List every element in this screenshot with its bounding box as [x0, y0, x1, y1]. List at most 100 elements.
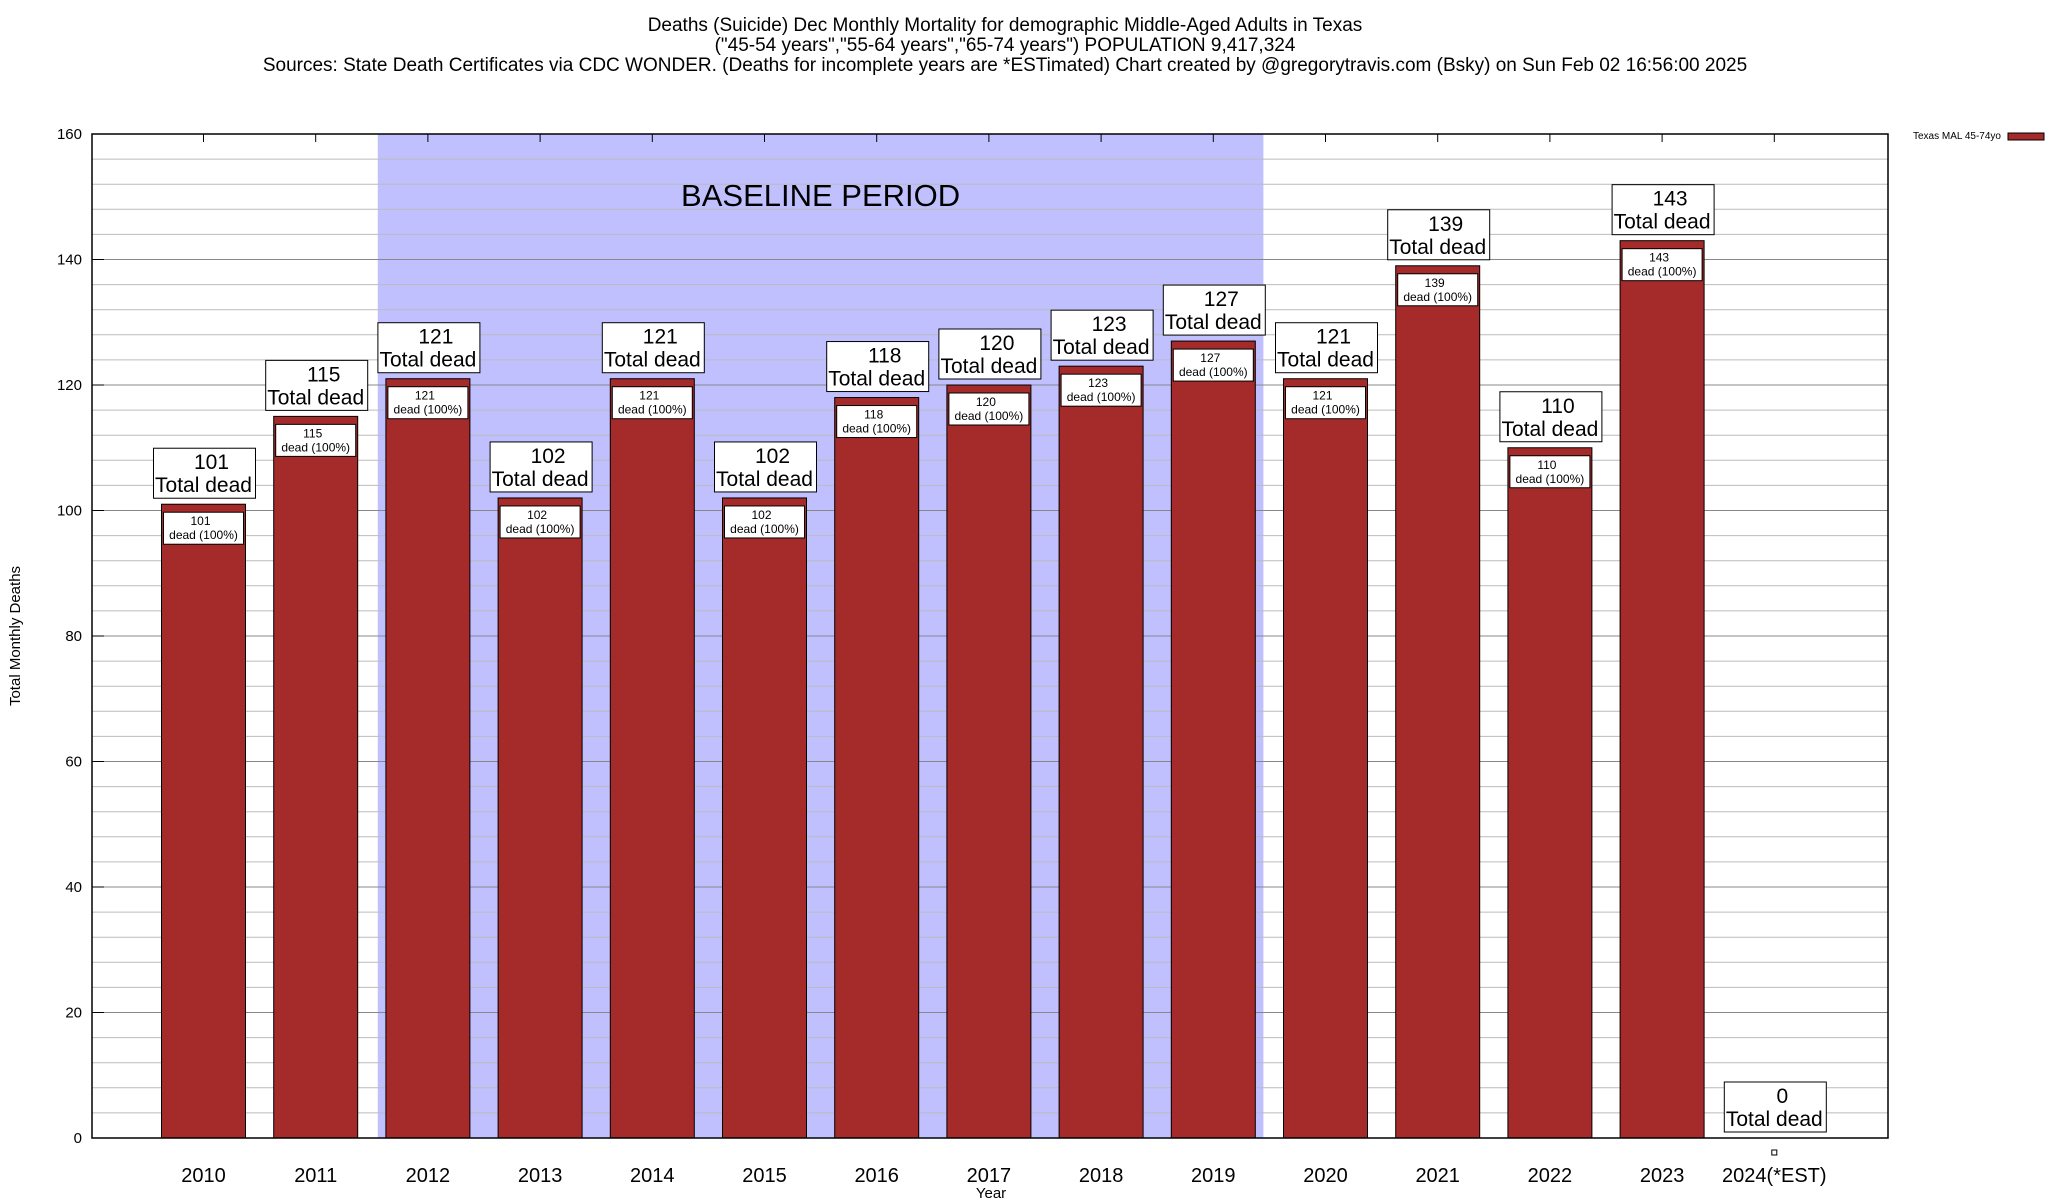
x-tick-label: 2016 [854, 1165, 899, 1187]
x-tick-label: 2023 [1640, 1165, 1685, 1187]
total-value-label: 102 [755, 445, 790, 468]
total-value-label: 110 [1541, 395, 1574, 418]
total-label-box [1387, 209, 1491, 261]
bar [834, 397, 920, 1139]
total-label-box [938, 328, 1042, 380]
total-value-label: 127 [1204, 288, 1239, 311]
total-dead-label: Total dead [267, 386, 364, 409]
y-tick-label: 100 [57, 503, 82, 520]
inner-label-box [1172, 348, 1254, 382]
x-tick-label: 2018 [1079, 1165, 1124, 1187]
bar [1058, 365, 1144, 1139]
bar [722, 497, 807, 1139]
legend-swatch [2007, 132, 2045, 141]
total-label-box [489, 441, 593, 493]
inner-label-box [275, 423, 357, 457]
total-value-label: 121 [1316, 326, 1351, 349]
total-label-box [265, 359, 369, 411]
x-tick-label: 2019 [1191, 1165, 1236, 1187]
zero-point-marker [1771, 1149, 1778, 1156]
total-label-box [1611, 184, 1715, 236]
inner-percent-label: dead (100%) [618, 403, 687, 417]
inner-value-label: 143 [1649, 251, 1669, 265]
inner-percent-label: dead (100%) [730, 522, 799, 536]
inner-percent-label: dead (100%) [1403, 290, 1472, 304]
bar [609, 378, 695, 1139]
inner-value-label: 115 [303, 426, 322, 440]
x-tick-label: 2021 [1415, 1165, 1460, 1187]
x-axis-label: Year [976, 1185, 1006, 1200]
inner-label-box [387, 386, 469, 420]
bar [273, 415, 359, 1139]
total-value-label: 118 [868, 345, 901, 368]
x-tick-label: 2010 [181, 1165, 226, 1187]
x-tick-label: 2020 [1303, 1165, 1348, 1187]
total-value-label: 120 [979, 332, 1014, 355]
total-value-label: 0 [1776, 1085, 1788, 1108]
inner-percent-label: dead (100%) [281, 440, 350, 454]
total-value-label: 102 [531, 445, 566, 468]
inner-value-label: 121 [415, 389, 435, 403]
total-dead-label: Total dead [1614, 211, 1711, 234]
inner-label-box [499, 505, 581, 539]
x-tick-label: 2012 [406, 1165, 451, 1187]
bar [1395, 265, 1481, 1139]
x-tick-label: 2013 [518, 1165, 563, 1187]
total-label-box [377, 322, 481, 374]
x-tick-label: 2014 [630, 1165, 675, 1187]
y-tick-label: 60 [65, 754, 82, 771]
inner-value-label: 121 [1312, 389, 1332, 403]
inner-value-label: 101 [190, 514, 210, 528]
y-tick-label: 40 [65, 879, 82, 896]
inner-value-label: 121 [639, 389, 659, 403]
total-value-label: 139 [1428, 213, 1463, 236]
total-dead-label: Total dead [940, 355, 1037, 378]
total-dead-label: Total dead [492, 468, 589, 491]
bar [1283, 378, 1368, 1139]
inner-label-box [836, 405, 918, 439]
y-tick-label: 80 [65, 628, 82, 645]
inner-value-label: 139 [1425, 276, 1445, 290]
x-tick-label: 2024(*EST) [1722, 1165, 1827, 1187]
inner-value-label: 120 [976, 395, 996, 409]
plot-frame [91, 133, 1889, 1139]
y-tick-label: 140 [57, 252, 82, 269]
chart-title: Deaths (Suicide) Dec Monthly Mortality f… [263, 15, 1747, 76]
title-line: Deaths (Suicide) Dec Monthly Mortality f… [648, 15, 1363, 36]
y-tick-label: 120 [57, 377, 82, 394]
total-value-label: 143 [1653, 188, 1688, 211]
inner-value-label: 102 [527, 508, 547, 522]
total-value-label: 115 [307, 363, 340, 386]
inner-label-box [1509, 455, 1591, 489]
inner-label-box [1285, 386, 1366, 420]
x-tick-label: 2022 [1528, 1165, 1573, 1187]
total-dead-label: Total dead [604, 349, 701, 372]
inner-label-box [611, 386, 693, 420]
total-dead-label: Total dead [1277, 349, 1374, 372]
legend: Texas MAL 45-74yo [1913, 131, 2045, 142]
total-dead-label: Total dead [155, 474, 252, 497]
baseline-period-label: BASELINE PERIOD [681, 178, 960, 213]
total-label-box [1050, 309, 1154, 361]
y-tick-label: 0 [74, 1130, 82, 1147]
inner-value-label: 110 [1537, 458, 1556, 472]
total-dead-label: Total dead [379, 349, 476, 372]
bar [497, 497, 583, 1139]
inner-percent-label: dead (100%) [955, 409, 1024, 423]
total-dead-label: Total dead [1053, 336, 1150, 359]
inner-percent-label: dead (100%) [1179, 365, 1248, 379]
total-dead-label: Total dead [716, 468, 813, 491]
total-dead-label: Total dead [1165, 311, 1262, 334]
total-label-box [1723, 1081, 1827, 1133]
bar [946, 384, 1032, 1139]
inner-label-box [948, 392, 1030, 426]
x-tick-label: 2015 [742, 1165, 787, 1187]
bar [1619, 240, 1705, 1139]
total-label-box [826, 341, 930, 393]
inner-label-box [163, 511, 244, 545]
total-dead-label: Total dead [828, 368, 925, 391]
total-dead-label: Total dead [1501, 418, 1598, 441]
inner-percent-label: dead (100%) [169, 528, 238, 542]
total-label-box [1275, 322, 1378, 374]
